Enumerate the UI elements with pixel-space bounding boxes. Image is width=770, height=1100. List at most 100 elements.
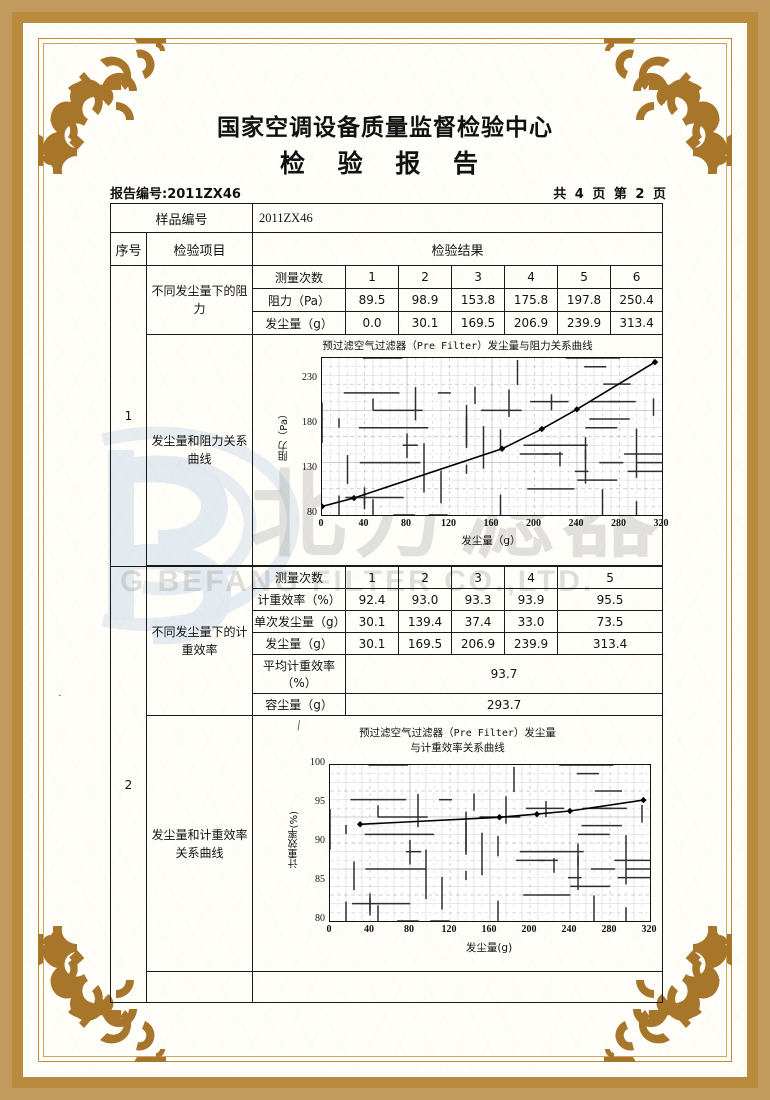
y-tick-label: 80 xyxy=(315,913,326,924)
row-label-count-2: 测量次数 xyxy=(252,566,347,589)
x-tick-label: 280 xyxy=(601,924,617,935)
cell2-single-3: 37.4 xyxy=(451,610,506,633)
chart2-title-mono: Pre Filter xyxy=(453,728,514,739)
table-row: 发尘量（g） 30.1 169.5 206.9 239.9 313.4 xyxy=(111,632,664,655)
cell-count-2: 2 xyxy=(398,265,453,289)
chart1-plot-area xyxy=(321,357,664,516)
cell2-count-2: 2 xyxy=(398,566,453,589)
chart1-xlabel: 发尘量（g） xyxy=(461,535,521,547)
cell2-count-5: 5 xyxy=(557,566,664,589)
x-tick-label: 80 xyxy=(404,924,415,935)
cell2-single-2: 139.4 xyxy=(398,610,453,633)
chart2-title-tail: ）发尘量 xyxy=(513,727,556,739)
table-row: 平均计重效率（%） 93.7 xyxy=(111,654,664,694)
row-label-single-dust: 单次发尘量（g） xyxy=(252,610,347,633)
cell2-eff-2: 93.0 xyxy=(398,588,453,611)
table-row: 2 不同发尘量下的计重效率 测量次数 1 2 3 4 5 xyxy=(110,566,664,1003)
cell-resistance-3: 153.8 xyxy=(451,288,506,312)
cell-dust-2: 30.1 xyxy=(398,311,453,335)
cell-count-1: 1 xyxy=(345,265,400,289)
row-label-count: 测量次数 xyxy=(252,265,347,289)
table-header-row: 序号 检验项目 检验结果 xyxy=(110,232,664,266)
table-row: 发尘量和阻力关系曲线 预过滤空气过滤器（Pre Filter）发尘量与阻力关系曲… xyxy=(111,334,669,566)
y-tick-label: 230 xyxy=(302,372,318,384)
cell-dust-1: 0.0 xyxy=(345,311,400,335)
x-tick-label: 0 xyxy=(318,518,324,529)
x-tick-label: 280 xyxy=(611,518,627,529)
section2-item-efficiency: 不同发尘量下的计重效率 xyxy=(145,566,254,716)
header-seq: 序号 xyxy=(110,232,147,266)
table-row: 阻力（Pa） 89.5 98.9 153.8 175.8 197.8 250.4 xyxy=(111,288,664,312)
y-tick-label: 85 xyxy=(315,874,326,885)
y-tick-label: 180 xyxy=(302,417,318,429)
cell2-avg-efficiency: 93.7 xyxy=(345,654,664,694)
report-number: 报告编号:2011ZX46 xyxy=(110,183,241,202)
cell-count-6: 6 xyxy=(610,265,664,289)
cell-dust-4: 206.9 xyxy=(504,311,559,335)
row-label-efficiency: 计重效率（%） xyxy=(252,588,347,611)
cell-resistance-2: 98.9 xyxy=(398,288,453,312)
cell2-dust-3: 206.9 xyxy=(451,632,506,655)
chart-efficiency-vs-dust: 预过滤空气过滤器（Pre Filter）发尘量 与计重效率关系曲线 计重效率(%… xyxy=(253,716,662,971)
x-tick-label: 80 xyxy=(401,518,412,529)
x-tick-label: 120 xyxy=(441,518,457,529)
cell2-eff-5: 95.5 xyxy=(557,588,664,611)
stray-pen-mark-2: · xyxy=(58,690,62,702)
cell2-eff-1: 92.4 xyxy=(345,588,400,611)
section1-item-resistance: 不同发尘量下的阻力 xyxy=(145,265,254,335)
y-tick-label: 80 xyxy=(307,507,318,518)
sample-number-value: 2011ZX46 xyxy=(252,203,664,233)
table-row: 计重效率（%） 92.4 93.0 93.3 93.9 95.5 xyxy=(111,588,664,611)
cell-dust-5: 239.9 xyxy=(557,311,612,335)
table-row-empty xyxy=(111,971,664,1003)
y-tick-label: 100 xyxy=(310,757,326,768)
cell2-single-1: 30.1 xyxy=(345,610,400,633)
x-tick-label: 320 xyxy=(641,924,657,935)
x-tick-label: 120 xyxy=(441,924,457,935)
row-label-dust-2: 发尘量（g） xyxy=(252,632,347,655)
section1-item-curve: 发尘量和阻力关系曲线 xyxy=(145,334,254,566)
cell2-eff-3: 93.3 xyxy=(451,588,506,611)
table-row: 1 不同发尘量下的阻力 测量次数 1 2 3 4 5 6 xyxy=(110,265,664,567)
chart1-title-mono: Pre Filter xyxy=(416,341,478,352)
chart2-xlabel: 发尘量(g) xyxy=(465,942,513,954)
row-label-avg-efficiency: 平均计重效率（%） xyxy=(252,654,347,694)
cell2-single-4: 33.0 xyxy=(504,610,559,633)
chart-cell-1: 预过滤空气过滤器（Pre Filter）发尘量与阻力关系曲线 阻力（Pa） 80… xyxy=(252,334,669,566)
row-label-dust-capacity: 容尘量（g） xyxy=(252,693,347,716)
row-label-resistance: 阻力（Pa） xyxy=(252,288,347,312)
section1-seq: 1 xyxy=(110,265,147,567)
cell-resistance-1: 89.5 xyxy=(345,288,400,312)
cell2-dust-5: 313.4 xyxy=(557,632,664,655)
cell-resistance-6: 250.4 xyxy=(610,288,664,312)
cell2-count-4: 4 xyxy=(504,566,559,589)
cell2-dust-2: 169.5 xyxy=(398,632,453,655)
sample-number-label: 样品编号 xyxy=(109,203,254,233)
x-tick-label: 240 xyxy=(568,518,584,529)
x-tick-label: 200 xyxy=(521,924,537,935)
x-tick-label: 40 xyxy=(358,518,369,529)
paper-inner-rule xyxy=(38,38,732,1062)
cell-count-3: 3 xyxy=(451,265,506,289)
chart1-title-tail: ）发尘量与阻力关系曲线 xyxy=(477,340,593,352)
cell-resistance-4: 175.8 xyxy=(504,288,559,312)
cell2-eff-4: 93.9 xyxy=(504,588,559,611)
x-tick-label: 240 xyxy=(561,924,577,935)
y-tick-label: 130 xyxy=(302,462,318,474)
section2-item-curve: 发尘量和计重效率关系曲线 xyxy=(145,715,254,972)
chart1-title-main: 预过滤空气过滤器（ xyxy=(322,340,417,352)
chart2-title-main: 预过滤空气过滤器（ xyxy=(359,727,454,739)
cell2-single-5: 73.5 xyxy=(557,610,664,633)
report-number-value: 2011ZX46 xyxy=(167,187,241,202)
cell-resistance-5: 197.8 xyxy=(557,288,612,312)
chart-resistance-vs-dust: 预过滤空气过滤器（Pre Filter）发尘量与阻力关系曲线 阻力（Pa） 80… xyxy=(253,335,669,565)
empty-item-cell xyxy=(145,971,254,1003)
cell2-dust-1: 30.1 xyxy=(345,632,400,655)
x-tick-label: 320 xyxy=(653,518,669,529)
y-tick-label: 90 xyxy=(315,835,326,846)
chart1-title: 预过滤空气过滤器（Pre Filter）发尘量与阻力关系曲线 xyxy=(253,339,662,354)
chart2-plot-area xyxy=(329,764,652,922)
page-info: 共 4 页 第 2 页 xyxy=(553,187,668,202)
x-tick-label: 40 xyxy=(364,924,375,935)
y-tick-label: 95 xyxy=(315,796,326,807)
